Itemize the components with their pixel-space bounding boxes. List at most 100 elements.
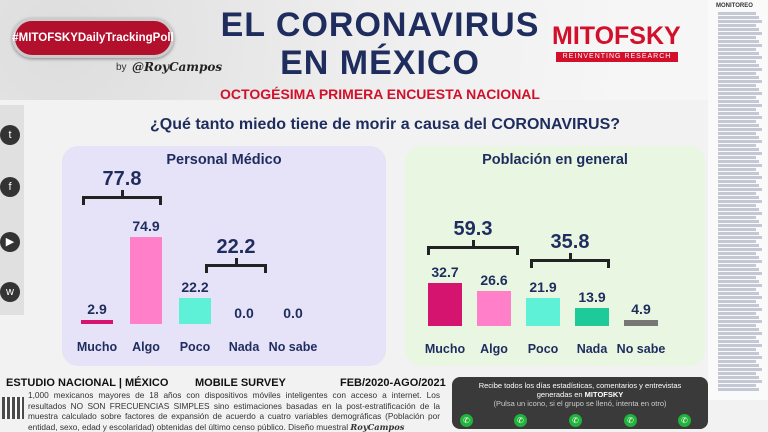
monitor-entry	[718, 120, 756, 123]
monitor-entry	[718, 200, 762, 203]
author-signature: @RoyCampos	[132, 60, 223, 74]
bar-poco	[526, 297, 560, 326]
survey-label: MOBILE SURVEY	[195, 377, 286, 389]
data-label: 4.9	[631, 300, 651, 317]
data-label: 0.0	[283, 305, 303, 321]
bar-mucho	[81, 320, 113, 324]
monitor-entry	[718, 60, 756, 63]
data-label: 26.6	[480, 272, 508, 289]
monitor-entry	[718, 380, 762, 383]
monitor-entry	[718, 252, 756, 255]
monitor-entry	[718, 376, 759, 379]
data-label: 2.9	[87, 301, 107, 317]
monitor-entry	[718, 28, 759, 31]
monitor-entry	[718, 368, 762, 371]
monitor-entry	[718, 80, 762, 83]
whatsapp-icon[interactable]: ✆	[624, 414, 637, 427]
hashtag-badge[interactable]: #MITOFSKYDailyTrackingPoll	[12, 18, 174, 58]
whatsapp-box: Recibe todos los días estadísticas, come…	[452, 377, 708, 429]
data-label: 21.9	[529, 278, 557, 295]
group-total: 59.3	[453, 218, 493, 240]
data-label: 0.0	[234, 305, 254, 321]
monitor-entry	[718, 352, 759, 355]
monitor-entry	[718, 108, 756, 111]
monitor-entry	[718, 184, 759, 187]
category-label: Nada	[576, 342, 608, 356]
group-bracket	[82, 190, 162, 205]
monitor-entry	[718, 16, 759, 19]
group-total: 22.2	[216, 236, 256, 258]
monitor-entry	[718, 280, 759, 283]
group-bracket	[427, 240, 519, 255]
monitor-entry	[718, 360, 756, 363]
whatsapp-icon[interactable]: ✆	[460, 414, 473, 427]
monitor-entry	[718, 168, 756, 171]
data-label: 32.7	[431, 264, 459, 281]
monitor-entry	[718, 196, 759, 199]
data-label: 22.2	[181, 279, 209, 296]
whatsapp-icon[interactable]: ✆	[569, 414, 582, 427]
monitor-entry	[718, 12, 756, 15]
social-sidebar: t f ▶ w	[0, 105, 24, 315]
monitor-entry	[718, 332, 762, 335]
monitor-entry	[718, 164, 762, 167]
twitter-icon[interactable]: t	[0, 125, 20, 145]
monitor-column: MONITOREO	[708, 0, 768, 400]
title-line2: EN MÉXICO	[280, 44, 480, 82]
question: ¿Qué tanto miedo tiene de morir a causa …	[150, 116, 621, 133]
data-label: 13.9	[578, 288, 606, 305]
whatsapp-icon[interactable]: ✆	[678, 414, 691, 427]
monitor-entry	[718, 208, 759, 211]
panel-title: Población en general	[482, 152, 628, 168]
category-label: Poco	[179, 340, 211, 354]
bar-no-sabe	[624, 319, 658, 326]
monitor-entry	[718, 272, 762, 275]
subtitle: OCTOGÉSIMA PRIMERA ENCUESTA NACIONAL	[220, 86, 540, 102]
youtube-icon[interactable]: ▶	[0, 232, 20, 252]
monitor-entry	[718, 216, 756, 219]
group-total: 77.8	[102, 168, 142, 190]
qr-code[interactable]	[2, 397, 24, 419]
monitor-entry	[718, 76, 759, 79]
monitor-entry	[718, 228, 756, 231]
monitor-entry	[718, 152, 762, 155]
monitor-entry	[718, 356, 762, 359]
monitor-entry	[718, 96, 756, 99]
bar-nada	[575, 307, 609, 326]
monitor-entry	[718, 92, 762, 95]
category-label: No sabe	[268, 340, 318, 354]
monitor-entry	[718, 136, 759, 139]
monitor-entry	[718, 236, 762, 239]
monitor-entry	[718, 256, 759, 259]
monitor-entry	[718, 348, 756, 351]
monitor-entry	[718, 224, 762, 227]
monitor-entry	[718, 20, 762, 23]
monitor-entry	[718, 244, 759, 247]
monitor-entry	[718, 192, 756, 195]
monitor-entry	[718, 128, 762, 131]
methodology-text: 1,000 mexicanos mayores de 18 años con d…	[28, 390, 440, 432]
monitor-entry	[718, 148, 759, 151]
monitor-entry	[718, 296, 762, 299]
monitor-entry	[718, 212, 762, 215]
group-bracket	[205, 258, 267, 273]
monitor-entry	[718, 300, 756, 303]
monitor-entry	[718, 232, 759, 235]
monitor-entry	[718, 156, 756, 159]
web-icon[interactable]: w	[0, 282, 20, 302]
brand-tagline: REINVENTING RESEARCH	[556, 52, 678, 62]
whatsapp-icon[interactable]: ✆	[514, 414, 527, 427]
data-label: 74.9	[132, 218, 160, 235]
whatsapp-line1: Recibe todos los días estadísticas, come…	[478, 381, 682, 390]
monitor-title: MONITOREO	[716, 3, 753, 9]
monitor-entry	[718, 172, 759, 175]
facebook-icon[interactable]: f	[0, 177, 20, 197]
monitor-entry	[718, 144, 756, 147]
monitor-entry	[718, 188, 762, 191]
monitor-entry	[718, 52, 759, 55]
category-label: Nada	[228, 340, 260, 354]
category-label: Algo	[480, 342, 508, 356]
bar-algo	[477, 291, 511, 326]
monitor-entry	[718, 56, 762, 59]
monitor-entry	[718, 328, 759, 331]
